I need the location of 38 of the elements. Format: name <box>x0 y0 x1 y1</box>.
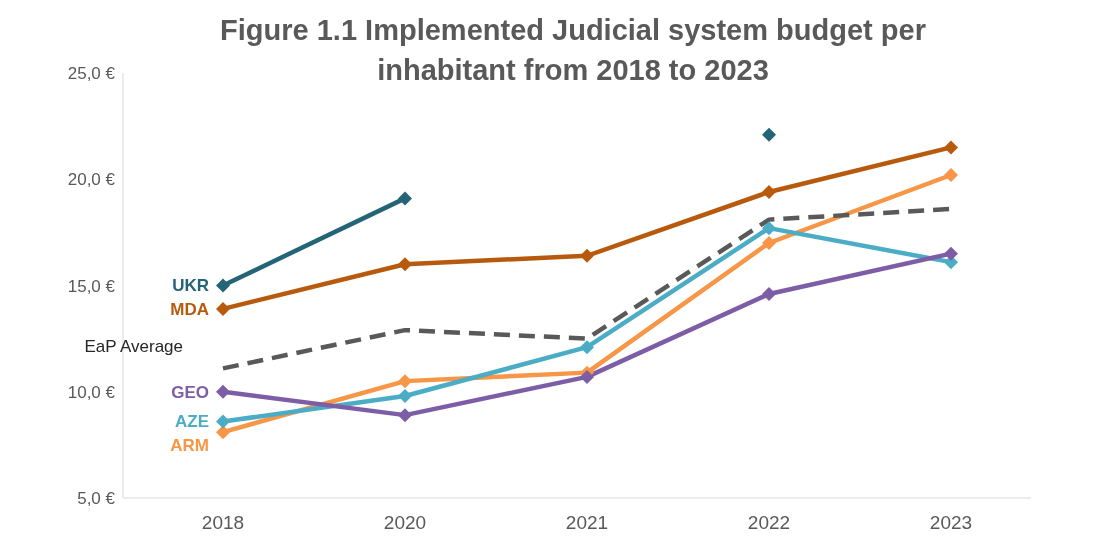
y-tick-label: 5,0 € <box>77 489 116 509</box>
chart-title: Figure 1.1 Implemented Judicial system budget per inhabitant from 2018 to 2023 <box>219 13 927 88</box>
point <box>398 191 412 206</box>
series-label: UKR <box>172 276 209 296</box>
point <box>762 185 776 199</box>
series-label: ARM <box>170 436 209 456</box>
point <box>944 246 958 261</box>
point <box>762 221 776 236</box>
point <box>398 257 412 272</box>
x-tick-label: 2023 <box>929 512 973 534</box>
point <box>398 374 412 389</box>
point <box>580 248 594 263</box>
y-tick-label: 10,0 € <box>67 382 116 402</box>
point <box>762 287 776 301</box>
point <box>216 278 230 293</box>
x-tick-label: 2022 <box>747 512 791 534</box>
x-tick-label: 2020 <box>383 512 427 534</box>
x-tick-label: 2018 <box>201 512 245 534</box>
series-label: AZE <box>175 412 209 432</box>
y-tick-label: 20,0 € <box>67 170 116 190</box>
point <box>944 140 958 155</box>
point <box>944 168 958 182</box>
series-label: MDA <box>170 300 209 320</box>
point <box>216 425 230 440</box>
point <box>216 301 230 316</box>
point <box>398 408 412 423</box>
y-tick-label: 25,0 € <box>67 64 116 84</box>
point <box>580 369 594 384</box>
point <box>216 384 230 399</box>
point <box>580 340 594 355</box>
point <box>398 389 412 403</box>
series-label: GEO <box>171 382 209 402</box>
point <box>216 414 230 429</box>
y-tick-label: 15,0 € <box>67 276 116 296</box>
point <box>762 236 776 250</box>
point <box>762 127 776 142</box>
x-tick-label: 2021 <box>565 512 609 534</box>
text: EaP Average <box>84 337 183 357</box>
